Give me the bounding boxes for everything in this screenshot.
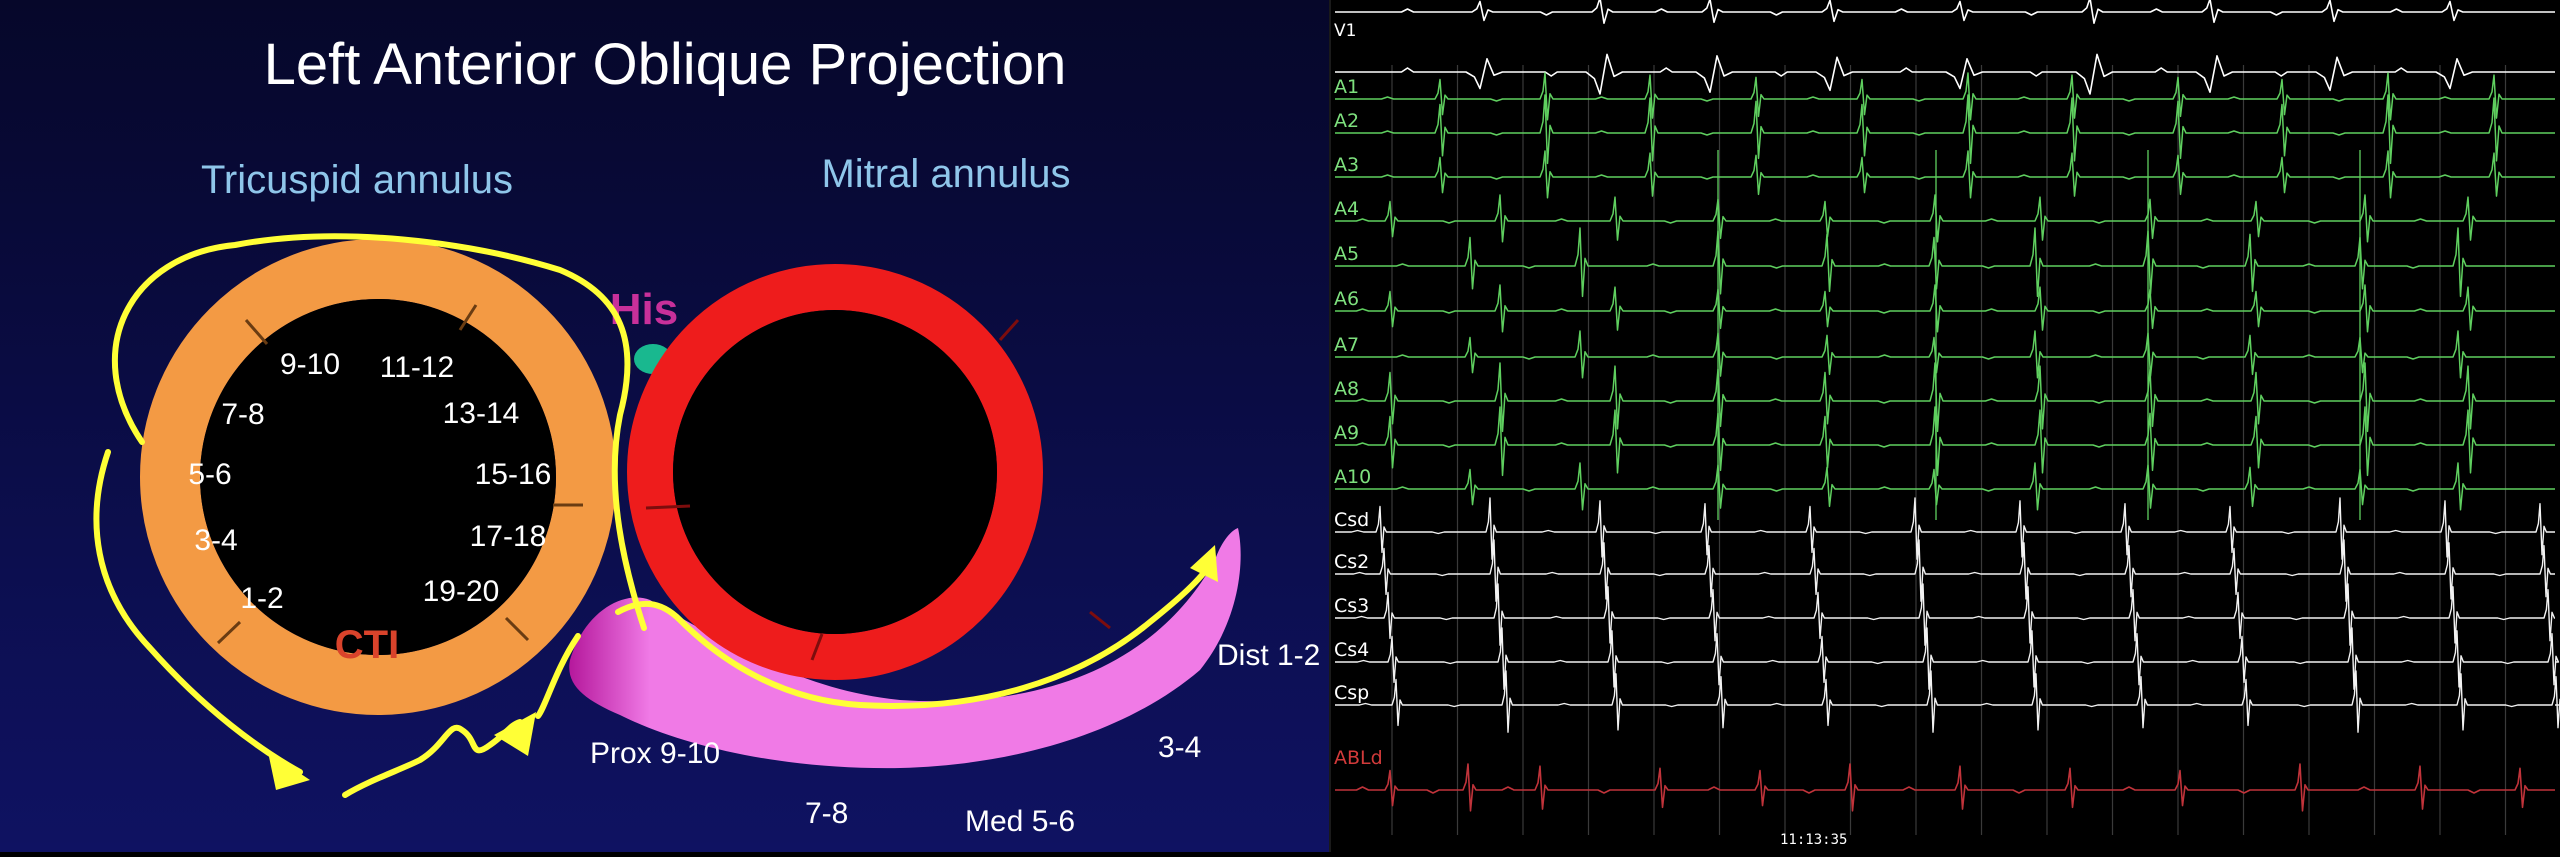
tricuspid-annulus-label: Tricuspid annulus <box>201 158 513 202</box>
channel-label-abld: ABLd <box>1334 747 1383 769</box>
diagram-title: Left Anterior Oblique Projection <box>264 32 1067 97</box>
halo-trace-a5 <box>1335 227 2555 298</box>
cs-trace-cs4 <box>1335 627 2560 690</box>
tricuspid-ring <box>140 239 616 715</box>
channel-label-cs4: Cs4 <box>1334 639 1369 661</box>
channel-label-a6: A6 <box>1334 288 1359 310</box>
cs-pole-label: 7-8 <box>805 797 848 830</box>
mitral-annulus <box>627 264 1111 680</box>
channel-label-csp: Csp <box>1334 682 1369 704</box>
halo-trace-a6 <box>1335 284 2555 333</box>
cs-pole-label: Med 5-6 <box>965 805 1075 838</box>
mitral-ring <box>627 264 1043 680</box>
divider <box>810 633 824 661</box>
halo-trace-a10 <box>1335 462 2555 511</box>
mitral-annulus-label: Mitral annulus <box>821 152 1070 196</box>
tricuspid-segment-dividers <box>216 304 583 645</box>
pole-label: 9-10 <box>280 348 340 381</box>
lao-diagram-panel: Left Anterior Oblique Projection Tricusp… <box>0 0 1330 852</box>
egm-timestamp: 11:13:35 <box>1780 832 1847 848</box>
egm-traces <box>1335 0 2560 812</box>
cti-label: CTI <box>335 623 399 667</box>
channel-label-cs3: Cs3 <box>1334 595 1369 617</box>
halo-trace-a8 <box>1335 362 2555 433</box>
activation-arrow-icon <box>1190 545 1218 582</box>
tricuspid-annulus: 9-10 11-12 7-8 13-14 5-6 15-16 3-4 17-18… <box>140 239 616 715</box>
divider <box>244 319 269 345</box>
divider <box>1089 610 1111 630</box>
pole-label: 17-18 <box>470 520 547 553</box>
activation-arrow-icon <box>494 712 536 756</box>
halo-trace-a4 <box>1335 194 2555 243</box>
halo-trace-a1 <box>1335 72 2555 121</box>
halo-trace-a3 <box>1335 150 2555 199</box>
channel-label-a2: A2 <box>1334 110 1359 132</box>
cs-pole-label: Prox 9-10 <box>590 737 720 770</box>
activation-arrow-icon <box>535 633 581 719</box>
surface-ecg-trace <box>1335 0 2555 24</box>
v1-trace <box>1335 53 2555 95</box>
activation-arrow-icon <box>615 559 1215 709</box>
arrowheads <box>268 545 1218 790</box>
pole-label: 3-4 <box>194 524 237 557</box>
cs-trace-cs3 <box>1335 583 2556 646</box>
pole-label: 19-20 <box>423 575 500 608</box>
pole-label: 15-16 <box>475 458 552 491</box>
channel-label-a4: A4 <box>1334 198 1359 220</box>
cs-pole-label: 3-4 <box>1158 731 1201 764</box>
channel-label-a7: A7 <box>1334 334 1359 356</box>
channel-label-cs2: Cs2 <box>1334 551 1369 573</box>
mitral-segment-dividers <box>645 318 1111 661</box>
cs-trace-csp <box>1335 670 2560 733</box>
pole-label: 13-14 <box>443 397 520 430</box>
egm-recording-panel: V1 A1 A2 A3 A4 A5 A6 A7 A8 A9 A10 Csd Cs2 Cs3 Cs4 Csp AB… <box>1329 0 2560 852</box>
divider <box>998 318 1020 342</box>
cs-trace-csd <box>1335 497 2555 560</box>
divider <box>458 304 478 331</box>
channel-label-v1: V1 <box>1334 21 1356 41</box>
pole-label: 5-6 <box>188 458 231 491</box>
pole-label: 1-2 <box>240 582 283 615</box>
channel-label-csd: Csd <box>1334 509 1369 531</box>
activation-arrow-icon <box>112 233 647 631</box>
channel-label-a10: A10 <box>1334 466 1371 488</box>
halo-trace-a9 <box>1335 406 2555 477</box>
cs-trace-cs2 <box>1335 539 2555 602</box>
cs-pole-label: Dist 1-2 <box>1217 639 1320 672</box>
coronary-sinus <box>569 528 1241 769</box>
activation-arrow-icon <box>93 449 303 775</box>
divider <box>216 620 242 645</box>
pole-label: 11-12 <box>380 351 455 384</box>
pole-label: 7-8 <box>221 398 264 431</box>
egm-background <box>1330 0 2560 852</box>
cs-pole-labels: Prox 9-10 7-8 Med 5-6 3-4 Dist 1-2 <box>590 639 1320 838</box>
activation-arrows <box>93 233 1215 798</box>
divider <box>645 504 691 510</box>
tricuspid-orifice <box>200 299 556 655</box>
channel-label-a1: A1 <box>1334 76 1359 98</box>
channel-label-a8: A8 <box>1334 378 1359 400</box>
activation-arrow-icon <box>342 719 523 798</box>
ablation-trace <box>1335 763 2555 812</box>
halo-pole-labels: 9-10 11-12 7-8 13-14 5-6 15-16 3-4 17-18… <box>188 348 551 615</box>
egm-time-grid <box>1391 65 2507 835</box>
egm-channel-labels: V1 A1 A2 A3 A4 A5 A6 A7 A8 A9 A10 Csd Cs2 Cs3 Cs4 Csp AB… <box>1334 21 1383 769</box>
channel-label-a5: A5 <box>1334 243 1359 265</box>
halo-trace-a2 <box>1335 94 2555 165</box>
channel-label-a9: A9 <box>1334 422 1359 444</box>
mitral-orifice <box>673 310 997 634</box>
channel-label-a3: A3 <box>1334 154 1359 176</box>
divider <box>504 616 530 642</box>
halo-trace-a7 <box>1335 330 2555 379</box>
activation-arrow-icon <box>268 752 310 790</box>
